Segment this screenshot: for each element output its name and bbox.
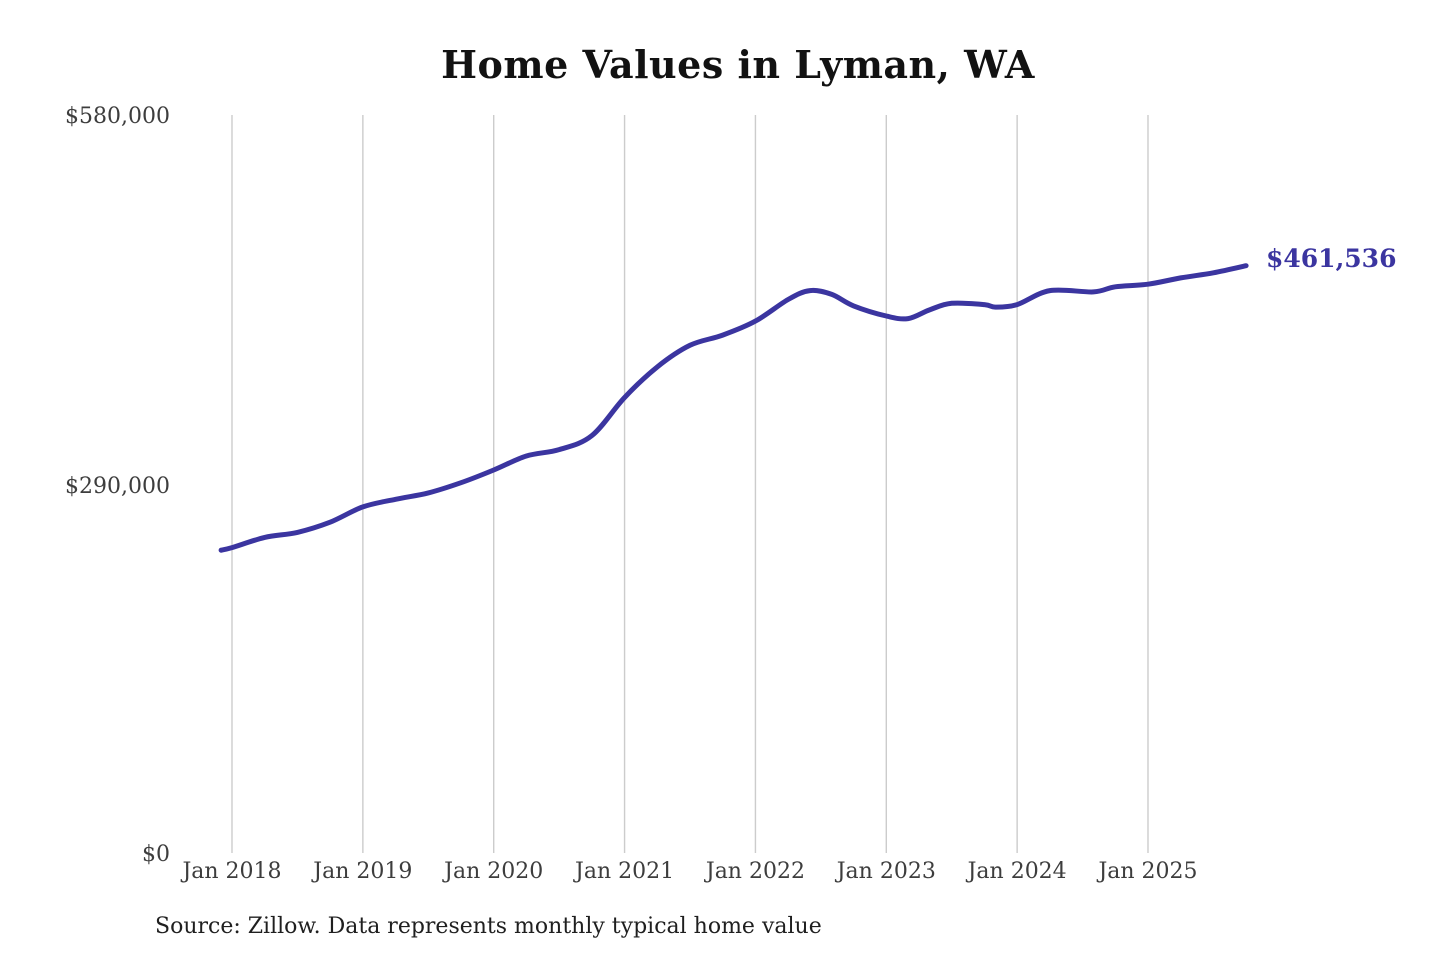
x-axis-tick-label-jan-2018: Jan 2018 — [182, 859, 282, 884]
x-axis-tick-label-jan-2023: Jan 2023 — [836, 859, 936, 884]
chart-title: Home Values in Lyman, WA — [441, 42, 1035, 87]
y-axis-tick-label-0: $0 — [142, 842, 170, 867]
x-axis-tick-label-jan-2024: Jan 2024 — [967, 859, 1067, 884]
y-axis-tick-label-580000: $580,000 — [65, 104, 170, 129]
x-axis-tick-label-jan-2021: Jan 2021 — [575, 859, 675, 884]
home-value-line-series — [218, 263, 1249, 553]
source-note: Source: Zillow. Data represents monthly … — [155, 914, 822, 939]
x-axis-tick-label-jan-2025: Jan 2025 — [1098, 859, 1198, 884]
latest-value-annotation: $461,536 — [1266, 244, 1397, 273]
y-axis-tick-label-290000: $290,000 — [65, 474, 170, 499]
x-axis-tick-label-jan-2020: Jan 2020 — [444, 859, 544, 884]
x-axis-tick-label-jan-2019: Jan 2019 — [313, 859, 413, 884]
x-axis-tick-label-jan-2022: Jan 2022 — [705, 859, 805, 884]
